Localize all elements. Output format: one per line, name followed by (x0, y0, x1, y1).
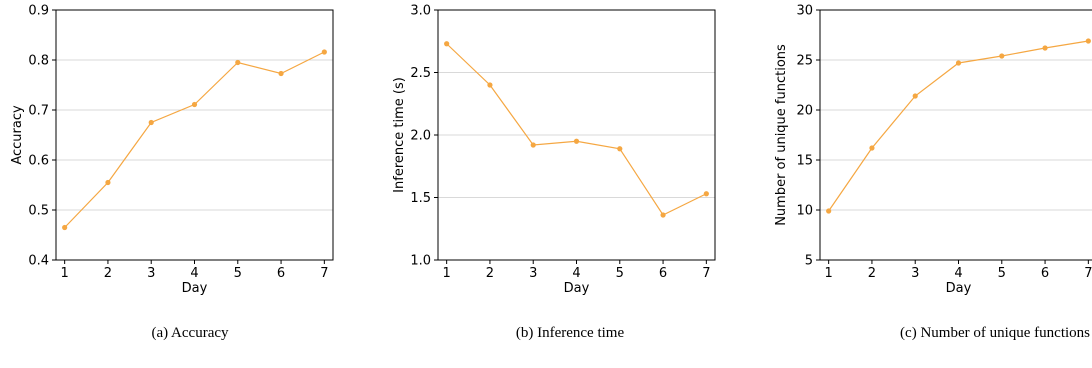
x-tick-label: 6 (1041, 266, 1049, 281)
caption-a: (a) Accuracy (151, 325, 229, 341)
data-point (573, 138, 580, 144)
y-tick-label: 0.6 (28, 154, 49, 169)
x-tick-label: 3 (911, 266, 919, 281)
data-point (999, 53, 1005, 59)
y-tick-label: 1.0 (410, 254, 431, 269)
y-tick-label: 0.4 (28, 254, 49, 269)
data-point (912, 93, 918, 99)
x-tick-label: 3 (147, 266, 155, 281)
x-tick-label: 4 (572, 266, 580, 281)
x-tick-label: 5 (998, 266, 1006, 281)
data-point (1042, 45, 1048, 51)
x-axis-label: Day (182, 281, 208, 296)
y-tick-label: 5 (805, 254, 813, 269)
x-tick-label: 4 (954, 266, 962, 281)
data-point (826, 208, 832, 214)
x-tick-label: 3 (529, 266, 537, 281)
data-point (955, 60, 962, 66)
data-point (703, 191, 709, 197)
data-point (869, 145, 875, 151)
data-point (617, 146, 623, 152)
data-point (148, 119, 154, 126)
data-point (278, 70, 284, 77)
x-tick-label: 7 (1084, 266, 1092, 281)
y-tick-label: 3.0 (410, 4, 431, 19)
y-tick-label: 2.5 (410, 66, 431, 81)
y-tick-label: 30 (796, 4, 813, 19)
x-tick-label: 6 (277, 266, 285, 281)
y-axis-label: Inference time (s) (392, 77, 407, 193)
plot-frame (819, 9, 1092, 261)
x-tick-label: 5 (616, 266, 624, 281)
caption-c: (c) Number of unique functions (900, 325, 1090, 341)
data-point (191, 101, 198, 108)
series-line-unique-functions (828, 40, 1089, 212)
chart-inference-time: 1.0 1.5 2.0 2.5 3.0 1 2 3 4 5 6 7 Day Inference time … (392, 4, 716, 296)
data-point (660, 212, 666, 218)
x-axis-label: Day (564, 281, 590, 296)
data-point (235, 59, 241, 66)
y-tick-label: 20 (796, 104, 813, 119)
plot-frame (55, 9, 334, 261)
chart-accuracy: 0.4 0.5 0.6 0.7 0.8 0.9 1 2 3 4 5 6 7 Day Accuracy (10, 4, 334, 296)
x-tick-label: 5 (234, 266, 242, 281)
x-tick-label: 2 (868, 266, 876, 281)
x-tick-label: 7 (702, 266, 710, 281)
x-tick-label: 2 (486, 266, 494, 281)
data-point (444, 41, 450, 47)
data-point (105, 179, 111, 186)
y-tick-label: 0.9 (28, 4, 49, 19)
x-tick-label: 1 (825, 266, 833, 281)
y-tick-label: 10 (796, 204, 813, 219)
y-tick-label: 1.5 (410, 191, 431, 206)
series-line-inference-time (446, 43, 707, 216)
data-point (1085, 38, 1091, 44)
x-tick-label: 6 (659, 266, 667, 281)
data-point (530, 142, 536, 148)
x-axis-label: Day (946, 281, 972, 296)
data-point (321, 49, 327, 55)
data-point (487, 82, 493, 88)
y-tick-label: 0.8 (28, 54, 49, 69)
plot-frame (437, 9, 716, 261)
y-tick-label: 15 (796, 154, 813, 169)
caption-b: (b) Inference time (515, 325, 625, 341)
x-tick-label: 2 (104, 266, 112, 281)
y-axis-label: Number of unique functions (774, 44, 789, 226)
data-point (62, 224, 68, 231)
series-line-accuracy (64, 51, 325, 228)
y-axis-label: Accuracy (10, 105, 25, 165)
y-tick-label: 0.7 (28, 104, 49, 119)
x-tick-label: 4 (190, 266, 198, 281)
y-tick-label: 0.5 (28, 204, 49, 219)
x-tick-label: 7 (320, 266, 328, 281)
chart-unique-functions: 5 10 15 20 25 30 1 2 3 4 5 6 7 Day Number of unique fu… (774, 4, 1092, 296)
x-tick-label: 1 (61, 266, 69, 281)
y-tick-label: 25 (796, 54, 813, 69)
x-tick-label: 1 (443, 266, 451, 281)
y-tick-label: 2.0 (410, 129, 431, 144)
